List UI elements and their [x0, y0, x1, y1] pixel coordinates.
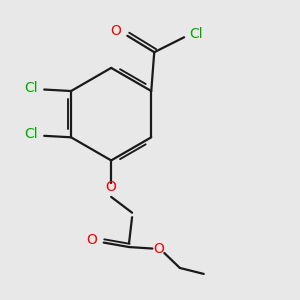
Text: O: O: [110, 24, 121, 38]
Text: O: O: [106, 180, 117, 194]
Text: O: O: [154, 242, 164, 256]
Text: Cl: Cl: [24, 81, 38, 95]
Text: Cl: Cl: [24, 127, 38, 141]
Text: Cl: Cl: [189, 27, 203, 41]
Text: O: O: [86, 232, 97, 247]
